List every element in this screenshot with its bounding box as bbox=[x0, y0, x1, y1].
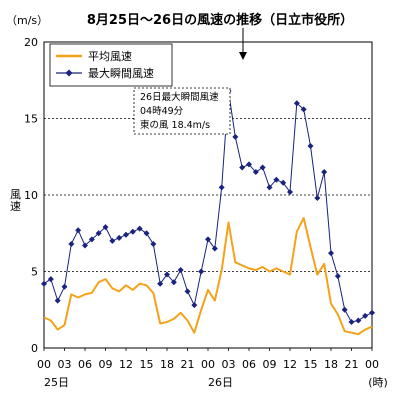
annotation-line-2: 04時49分 bbox=[140, 106, 184, 117]
series-average-wind bbox=[43, 217, 373, 336]
max-gust-point bbox=[218, 184, 225, 191]
max-gust-point bbox=[41, 280, 47, 287]
max-gust-point bbox=[362, 312, 369, 319]
annotation-box bbox=[133, 87, 231, 135]
max-gust-point bbox=[293, 100, 300, 107]
max-gust-point bbox=[328, 250, 334, 257]
max-gust-point bbox=[259, 164, 266, 171]
max-gust-point bbox=[252, 169, 259, 176]
max-gust-point bbox=[280, 179, 287, 186]
x-tick-label: 03 bbox=[222, 358, 236, 371]
legend-marker-max bbox=[65, 69, 73, 77]
date-labels: 25日 26日 bbox=[44, 376, 233, 389]
max-gust-annotation: 26日最大瞬間風速 04時49分 東の風 18.4m/s bbox=[133, 87, 231, 135]
max-gust-point bbox=[143, 230, 150, 237]
x-tick-label: 15 bbox=[304, 358, 318, 371]
max-gust-point bbox=[355, 317, 362, 324]
max-gust-point bbox=[82, 242, 88, 249]
average-wind-line bbox=[43, 217, 373, 336]
legend-box bbox=[49, 43, 173, 87]
max-gust-point bbox=[266, 184, 273, 191]
legend-label-average: 平均風速 bbox=[88, 50, 132, 63]
max-gust-point bbox=[287, 188, 293, 195]
max-gust-point bbox=[232, 133, 239, 140]
max-gust-point bbox=[75, 227, 82, 234]
x-tick-label: 21 bbox=[181, 358, 195, 371]
max-gust-point bbox=[123, 231, 129, 238]
max-gust-point bbox=[341, 306, 348, 313]
annotation-line-3: 東の風 18.4m/s bbox=[140, 119, 210, 131]
date-label: 26日 bbox=[208, 376, 233, 389]
y-tick-label: 15 bbox=[24, 113, 38, 126]
y-tick-label: 10 bbox=[24, 189, 38, 202]
y-unit-label: （m/s） bbox=[6, 14, 48, 27]
max-gust-point bbox=[369, 309, 375, 316]
series-max-gust bbox=[41, 87, 375, 325]
max-gust-point bbox=[191, 302, 198, 309]
x-tick-label: 09 bbox=[99, 358, 113, 371]
max-gust-point bbox=[47, 276, 54, 283]
y-tick-label: 20 bbox=[24, 36, 38, 49]
x-tick-labels: 00 03 06 09 12 15 18 21 00 03 06 09 12 15 18 21 00 bbox=[37, 348, 379, 371]
x-tick-label: 00 bbox=[365, 358, 379, 371]
chart-title: 8月25日～26日の風速の推移（日立市役所） bbox=[87, 12, 353, 28]
max-gust-point bbox=[109, 237, 116, 244]
max-gust-point bbox=[61, 283, 68, 290]
max-gust-point bbox=[184, 288, 191, 295]
x-tick-label: 06 bbox=[242, 358, 256, 371]
max-gust-point bbox=[348, 318, 355, 325]
max-gust-point bbox=[198, 268, 205, 275]
max-gust-point bbox=[54, 297, 61, 304]
max-gust-point bbox=[246, 161, 252, 168]
max-gust-point bbox=[88, 236, 95, 243]
max-gust-point bbox=[273, 176, 280, 183]
y-tick-labels: 0 5 10 15 20 bbox=[24, 36, 38, 355]
max-gust-point bbox=[307, 143, 314, 150]
max-gust-point bbox=[136, 225, 143, 232]
x-tick-label: 06 bbox=[78, 358, 92, 371]
max-gust-point bbox=[150, 240, 157, 247]
max-gust-point bbox=[300, 106, 307, 113]
peak-arrow-head bbox=[239, 52, 247, 60]
x-tick-label: 15 bbox=[140, 358, 154, 371]
date-label: 25日 bbox=[44, 376, 69, 389]
max-gust-point bbox=[129, 228, 136, 235]
max-gust-point bbox=[170, 279, 177, 286]
max-gust-point bbox=[205, 236, 211, 243]
gridlines bbox=[44, 118, 372, 272]
max-gust-point bbox=[321, 169, 328, 176]
x-tick-label: 21 bbox=[345, 358, 359, 371]
max-gust-point bbox=[164, 271, 170, 278]
y-tick-label: 5 bbox=[31, 266, 38, 279]
max-gust-point bbox=[239, 164, 246, 171]
x-tick-label: 18 bbox=[324, 358, 338, 371]
max-gust-point bbox=[95, 230, 102, 237]
legend-label-max: 最大瞬間風速 bbox=[88, 66, 154, 80]
x-tick-label: 00 bbox=[201, 358, 215, 371]
legend: 平均風速 最大瞬間風速 bbox=[49, 43, 173, 87]
max-gust-point bbox=[334, 273, 341, 280]
y-axis-label: 風速 bbox=[10, 188, 21, 213]
max-gust-point bbox=[177, 266, 184, 273]
max-gust-point bbox=[157, 280, 164, 287]
x-tick-label: 12 bbox=[119, 358, 133, 371]
x-tick-label: 03 bbox=[58, 358, 72, 371]
max-gust-point bbox=[116, 234, 123, 241]
x-tick-label: 18 bbox=[160, 358, 174, 371]
max-gust-point bbox=[314, 195, 321, 202]
y-tick-label: 0 bbox=[31, 342, 38, 355]
max-gust-point bbox=[68, 240, 75, 247]
x-tick-label: 09 bbox=[263, 358, 277, 371]
x-tick-label: 12 bbox=[283, 358, 297, 371]
x-tick-label: 00 bbox=[37, 358, 51, 371]
max-gust-point bbox=[211, 245, 218, 252]
annotation-line-1: 26日最大瞬間風速 bbox=[140, 91, 219, 103]
max-gust-point bbox=[102, 224, 109, 231]
peak-arrow bbox=[239, 28, 247, 60]
x-unit-label: (時) bbox=[368, 376, 388, 389]
